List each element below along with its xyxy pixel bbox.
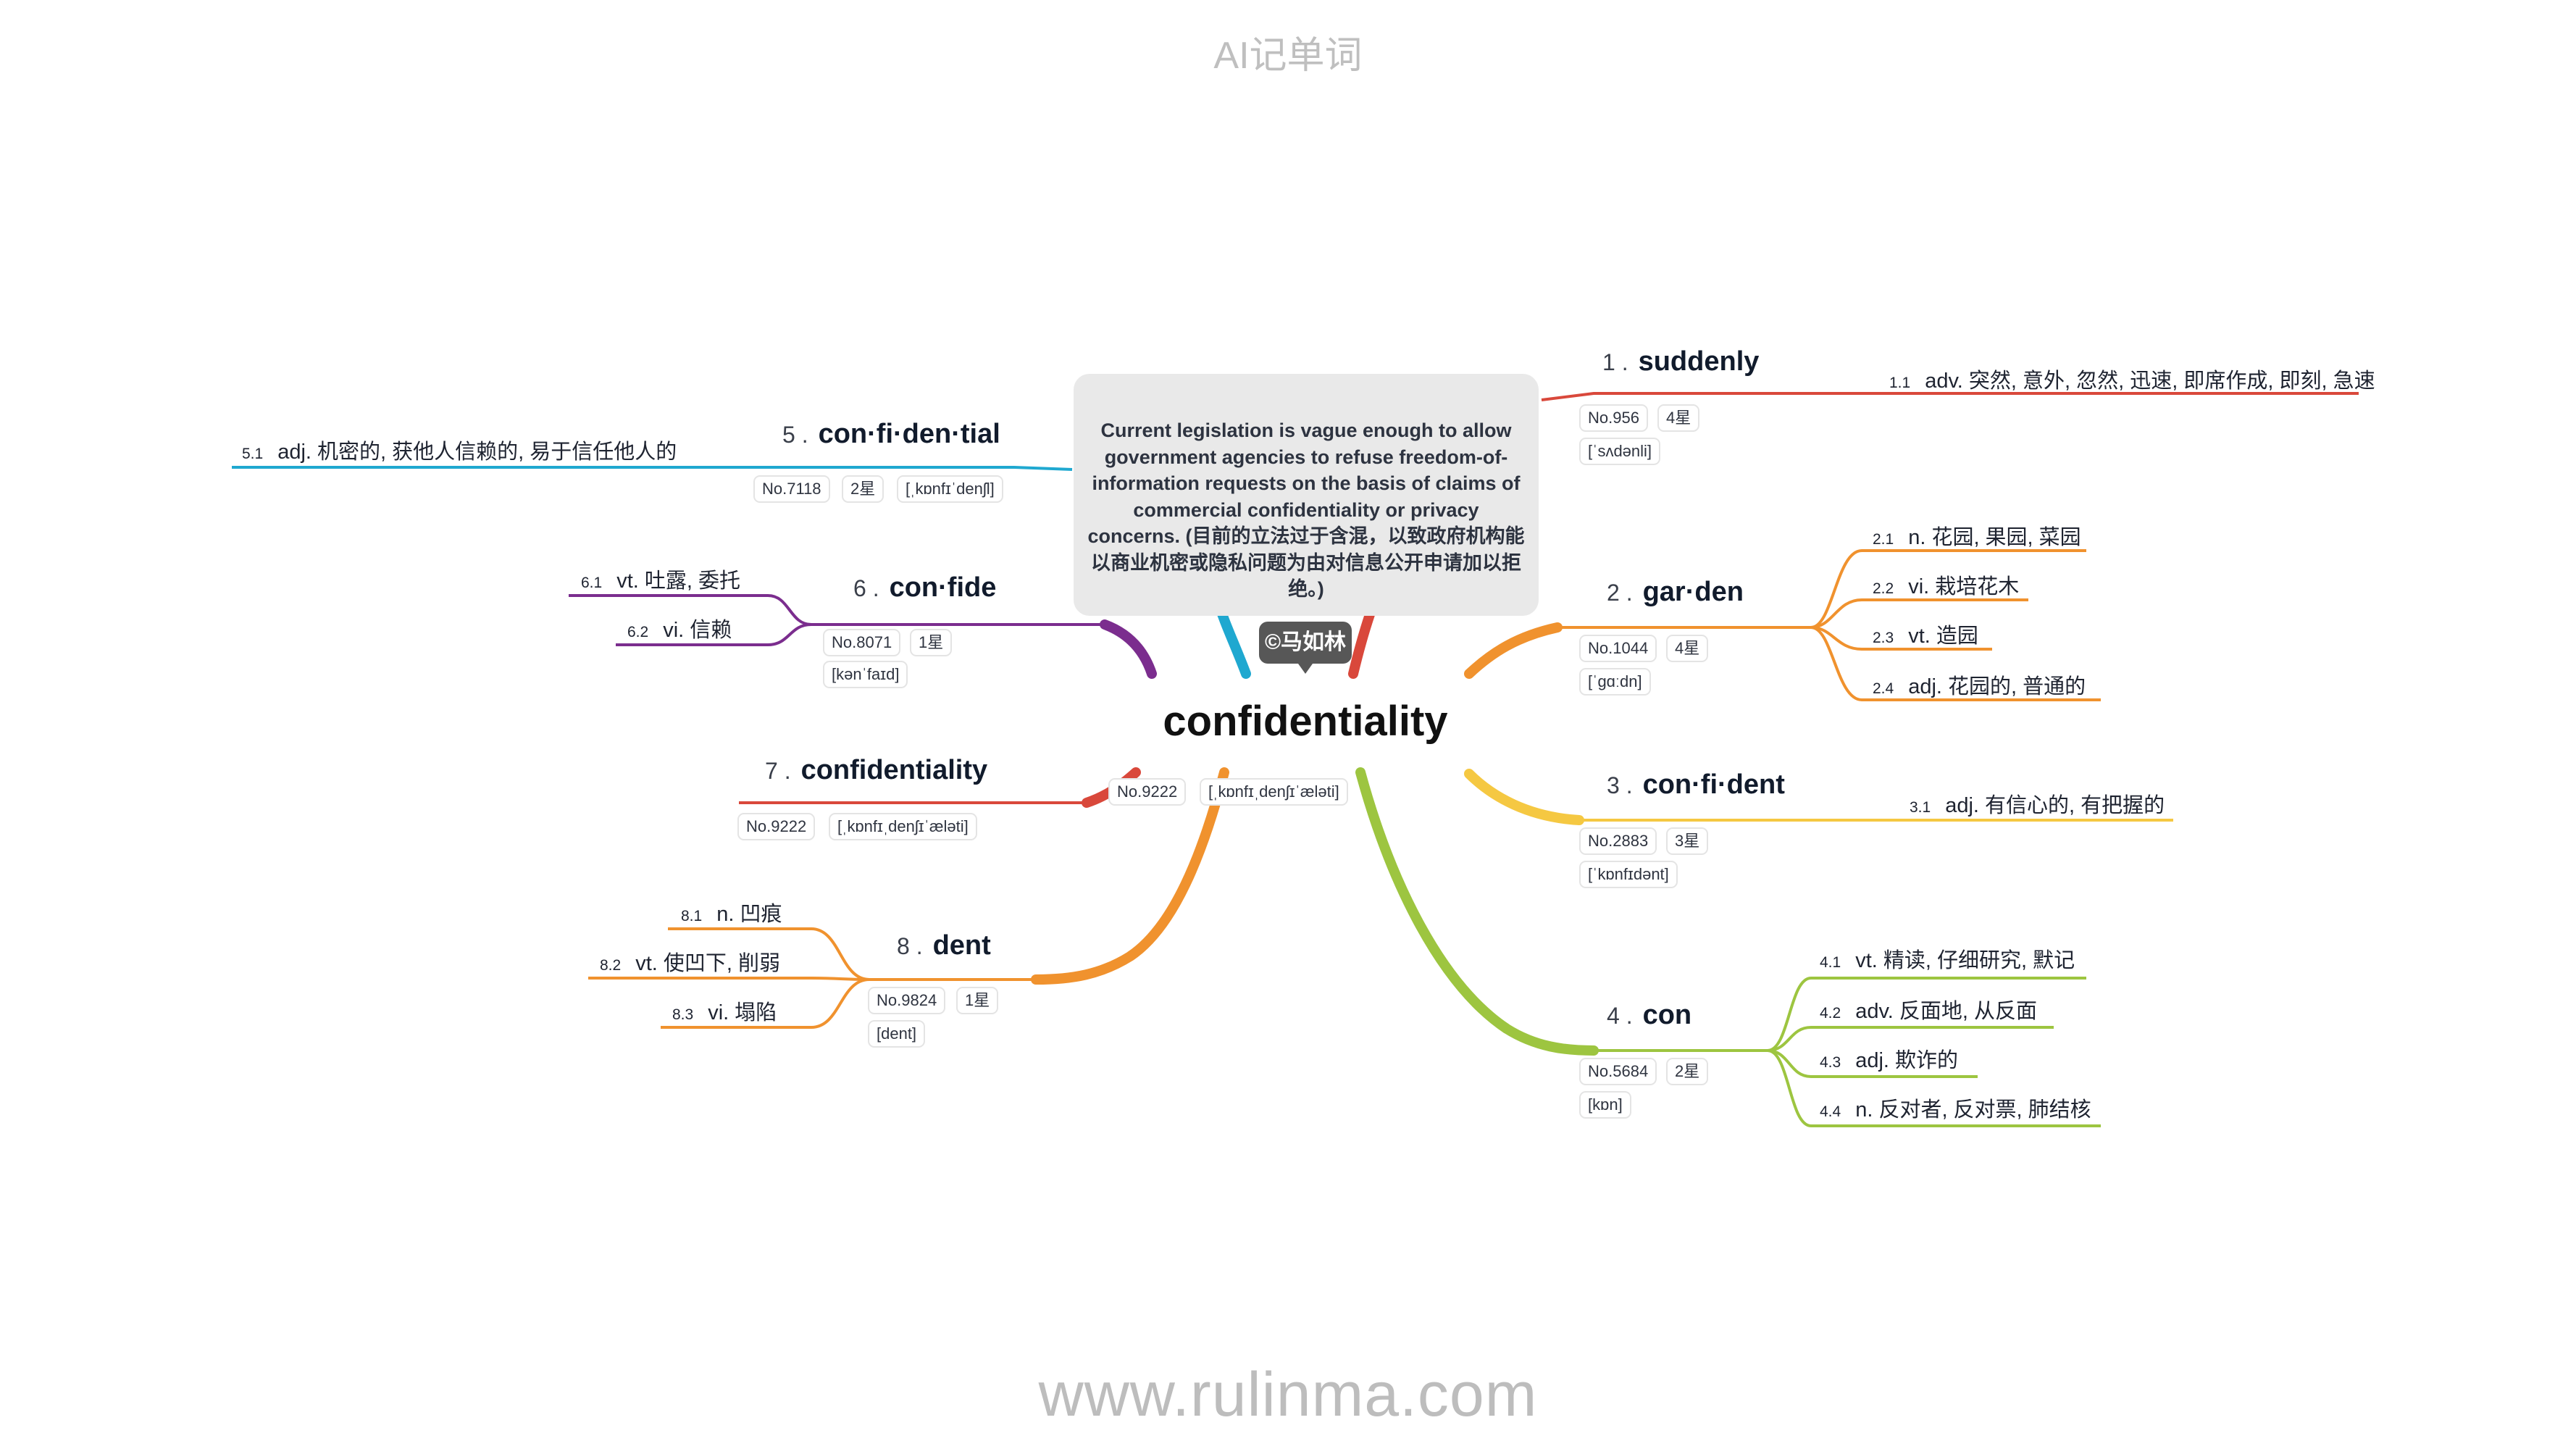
phonetic-badge: [ˌkɒnfɪˈdenʃl] xyxy=(897,475,1003,503)
topic-word: con xyxy=(1642,1000,1692,1030)
site-url: www.rulinma.com xyxy=(1038,1360,1538,1429)
trunk-2 xyxy=(1464,622,1563,679)
topic-confidentiality[interactable]: 7 . confidentiality xyxy=(765,755,987,786)
definition-6-1: 6.1 vt. 吐露, 委托 xyxy=(581,569,740,593)
rank-badge: No.9222 xyxy=(737,813,816,840)
topic-number: 7 . xyxy=(765,758,791,784)
topic-word: gar·den xyxy=(1642,577,1744,607)
rank-badge: No.1044 xyxy=(1579,635,1657,662)
rank-badge: No.5684 xyxy=(1579,1058,1657,1085)
link-4-1 xyxy=(1767,977,2086,1052)
trunk-8 xyxy=(1031,767,1229,985)
topic-word: suddenly xyxy=(1638,346,1760,377)
trunk-6 xyxy=(1100,619,1157,679)
example-sentence-note: Current legislation is vague enough to a… xyxy=(1074,374,1539,616)
definition-3-1: 3.1 adj. 有信心的, 有把握的 xyxy=(1910,794,2165,817)
phonetic-badge: [ˈɡɑːdn] xyxy=(1579,668,1651,696)
topic-garden[interactable]: 2 . gar·den xyxy=(1607,577,1744,608)
star-badge: 2星 xyxy=(842,475,885,503)
app-title: AI记单词 xyxy=(1213,35,1363,77)
phonetic-badge: [kɒn] xyxy=(1579,1091,1631,1119)
phonetic-badge: [ˈsʌdənli] xyxy=(1579,438,1661,465)
definition-8-3: 8.3 vi. 塌陷 xyxy=(672,1001,777,1024)
phonetic-badge: [dent] xyxy=(868,1020,926,1048)
definition-4-3: 4.3 adj. 欺诈的 xyxy=(1820,1049,1959,1072)
link-4-4 xyxy=(1767,1049,2101,1127)
rank-badge: No.956 xyxy=(1579,404,1648,432)
topic-word: con·fi·den·tial xyxy=(818,419,1000,449)
central-topic[interactable]: confidentiality xyxy=(1163,698,1448,745)
definition-4-2: 4.2 adv. 反面地, 从反面 xyxy=(1820,1000,2038,1023)
topic-number: 2 . xyxy=(1607,580,1633,606)
rank-badge: No.8071 xyxy=(823,629,901,656)
star-badge: 4星 xyxy=(1657,404,1700,432)
central-rank-badge: No.9222 xyxy=(1108,778,1187,806)
topic-con[interactable]: 4 . con xyxy=(1607,1000,1691,1031)
topic-number: 6 . xyxy=(853,575,879,601)
phonetic-badge: [ˌkɒnfɪˌdenʃɪˈæləti] xyxy=(829,813,977,840)
definition-2-3: 2.3 vt. 造园 xyxy=(1873,625,1978,648)
topic-word: con·fi·dent xyxy=(1642,769,1785,800)
topic-dent[interactable]: 8 . dent xyxy=(897,930,991,961)
link-2-1 xyxy=(1810,549,2086,629)
topic-word: con·fide xyxy=(889,572,997,603)
definition-8-2: 8.2 vt. 使凹下, 削弱 xyxy=(600,952,780,975)
star-badge: 1星 xyxy=(910,629,953,656)
central-phonetic-badge: [ˌkɒnfɪˌdenʃɪˈæləti] xyxy=(1200,778,1348,806)
link-8-3 xyxy=(661,978,870,1029)
star-badge: 4星 xyxy=(1666,635,1709,662)
topic-number: 3 . xyxy=(1607,772,1633,798)
definition-6-2: 6.2 vi. 信赖 xyxy=(627,619,732,642)
definition-5-1: 5.1 adj. 机密的, 获他人信赖的, 易于信任他人的 xyxy=(242,440,677,464)
link-8-1 xyxy=(668,927,870,981)
definition-2-4: 2.4 adj. 花园的, 普通的 xyxy=(1873,675,2086,698)
topic-confidential[interactable]: 5 . con·fi·den·tial xyxy=(782,419,1000,450)
star-badge: 2星 xyxy=(1666,1058,1709,1085)
link-8-2 xyxy=(588,977,870,981)
topic-word: confidentiality xyxy=(800,755,988,785)
trunk-3 xyxy=(1464,769,1584,825)
topic-number: 4 . xyxy=(1607,1003,1633,1029)
underline-1 xyxy=(1541,392,2359,401)
definition-2-2: 2.2 vi. 栽培花木 xyxy=(1873,575,2020,598)
link-2-4 xyxy=(1810,626,2101,701)
link-4-2 xyxy=(1767,1026,2054,1052)
topic-number: 8 . xyxy=(897,933,923,959)
rank-badge: No.2883 xyxy=(1579,827,1657,855)
link-2-2 xyxy=(1810,598,2028,629)
definition-2-1: 2.1 n. 花园, 果园, 菜园 xyxy=(1873,526,2081,549)
underline-5 xyxy=(232,466,1073,471)
definition-4-1: 4.1 vt. 精读, 仔细研究, 默记 xyxy=(1820,949,2075,972)
link-6-2 xyxy=(616,623,812,646)
rank-badge: No.7118 xyxy=(753,475,830,503)
topic-number: 5 . xyxy=(782,422,808,448)
topic-confide[interactable]: 6 . con·fide xyxy=(853,572,996,604)
author-credit-badge: ©马如林 xyxy=(1259,622,1352,674)
link-6-1 xyxy=(569,594,812,626)
definition-4-4: 4.4 n. 反对者, 反对票, 肺结核 xyxy=(1820,1098,2091,1122)
trunk-4 xyxy=(1355,767,1599,1056)
phonetic-badge: [kənˈfaɪd] xyxy=(823,661,908,688)
topic-suddenly[interactable]: 1 . suddenly xyxy=(1602,346,1759,377)
link-2-3 xyxy=(1810,626,1992,651)
star-badge: 1星 xyxy=(956,987,999,1014)
topic-word: dent xyxy=(932,930,991,961)
definition-1-1: 1.1 adv. 突然, 意外, 忽然, 迅速, 即席作成, 即刻, 急速 xyxy=(1889,369,2375,393)
phonetic-badge: [ˈkɒnfɪdənt] xyxy=(1579,861,1678,888)
rank-badge: No.9824 xyxy=(868,987,946,1014)
definition-8-1: 8.1 n. 凹痕 xyxy=(681,903,782,926)
star-badge: 3星 xyxy=(1666,827,1709,855)
topic-number: 1 . xyxy=(1602,349,1628,375)
topic-confident[interactable]: 3 . con·fi·dent xyxy=(1607,769,1785,801)
